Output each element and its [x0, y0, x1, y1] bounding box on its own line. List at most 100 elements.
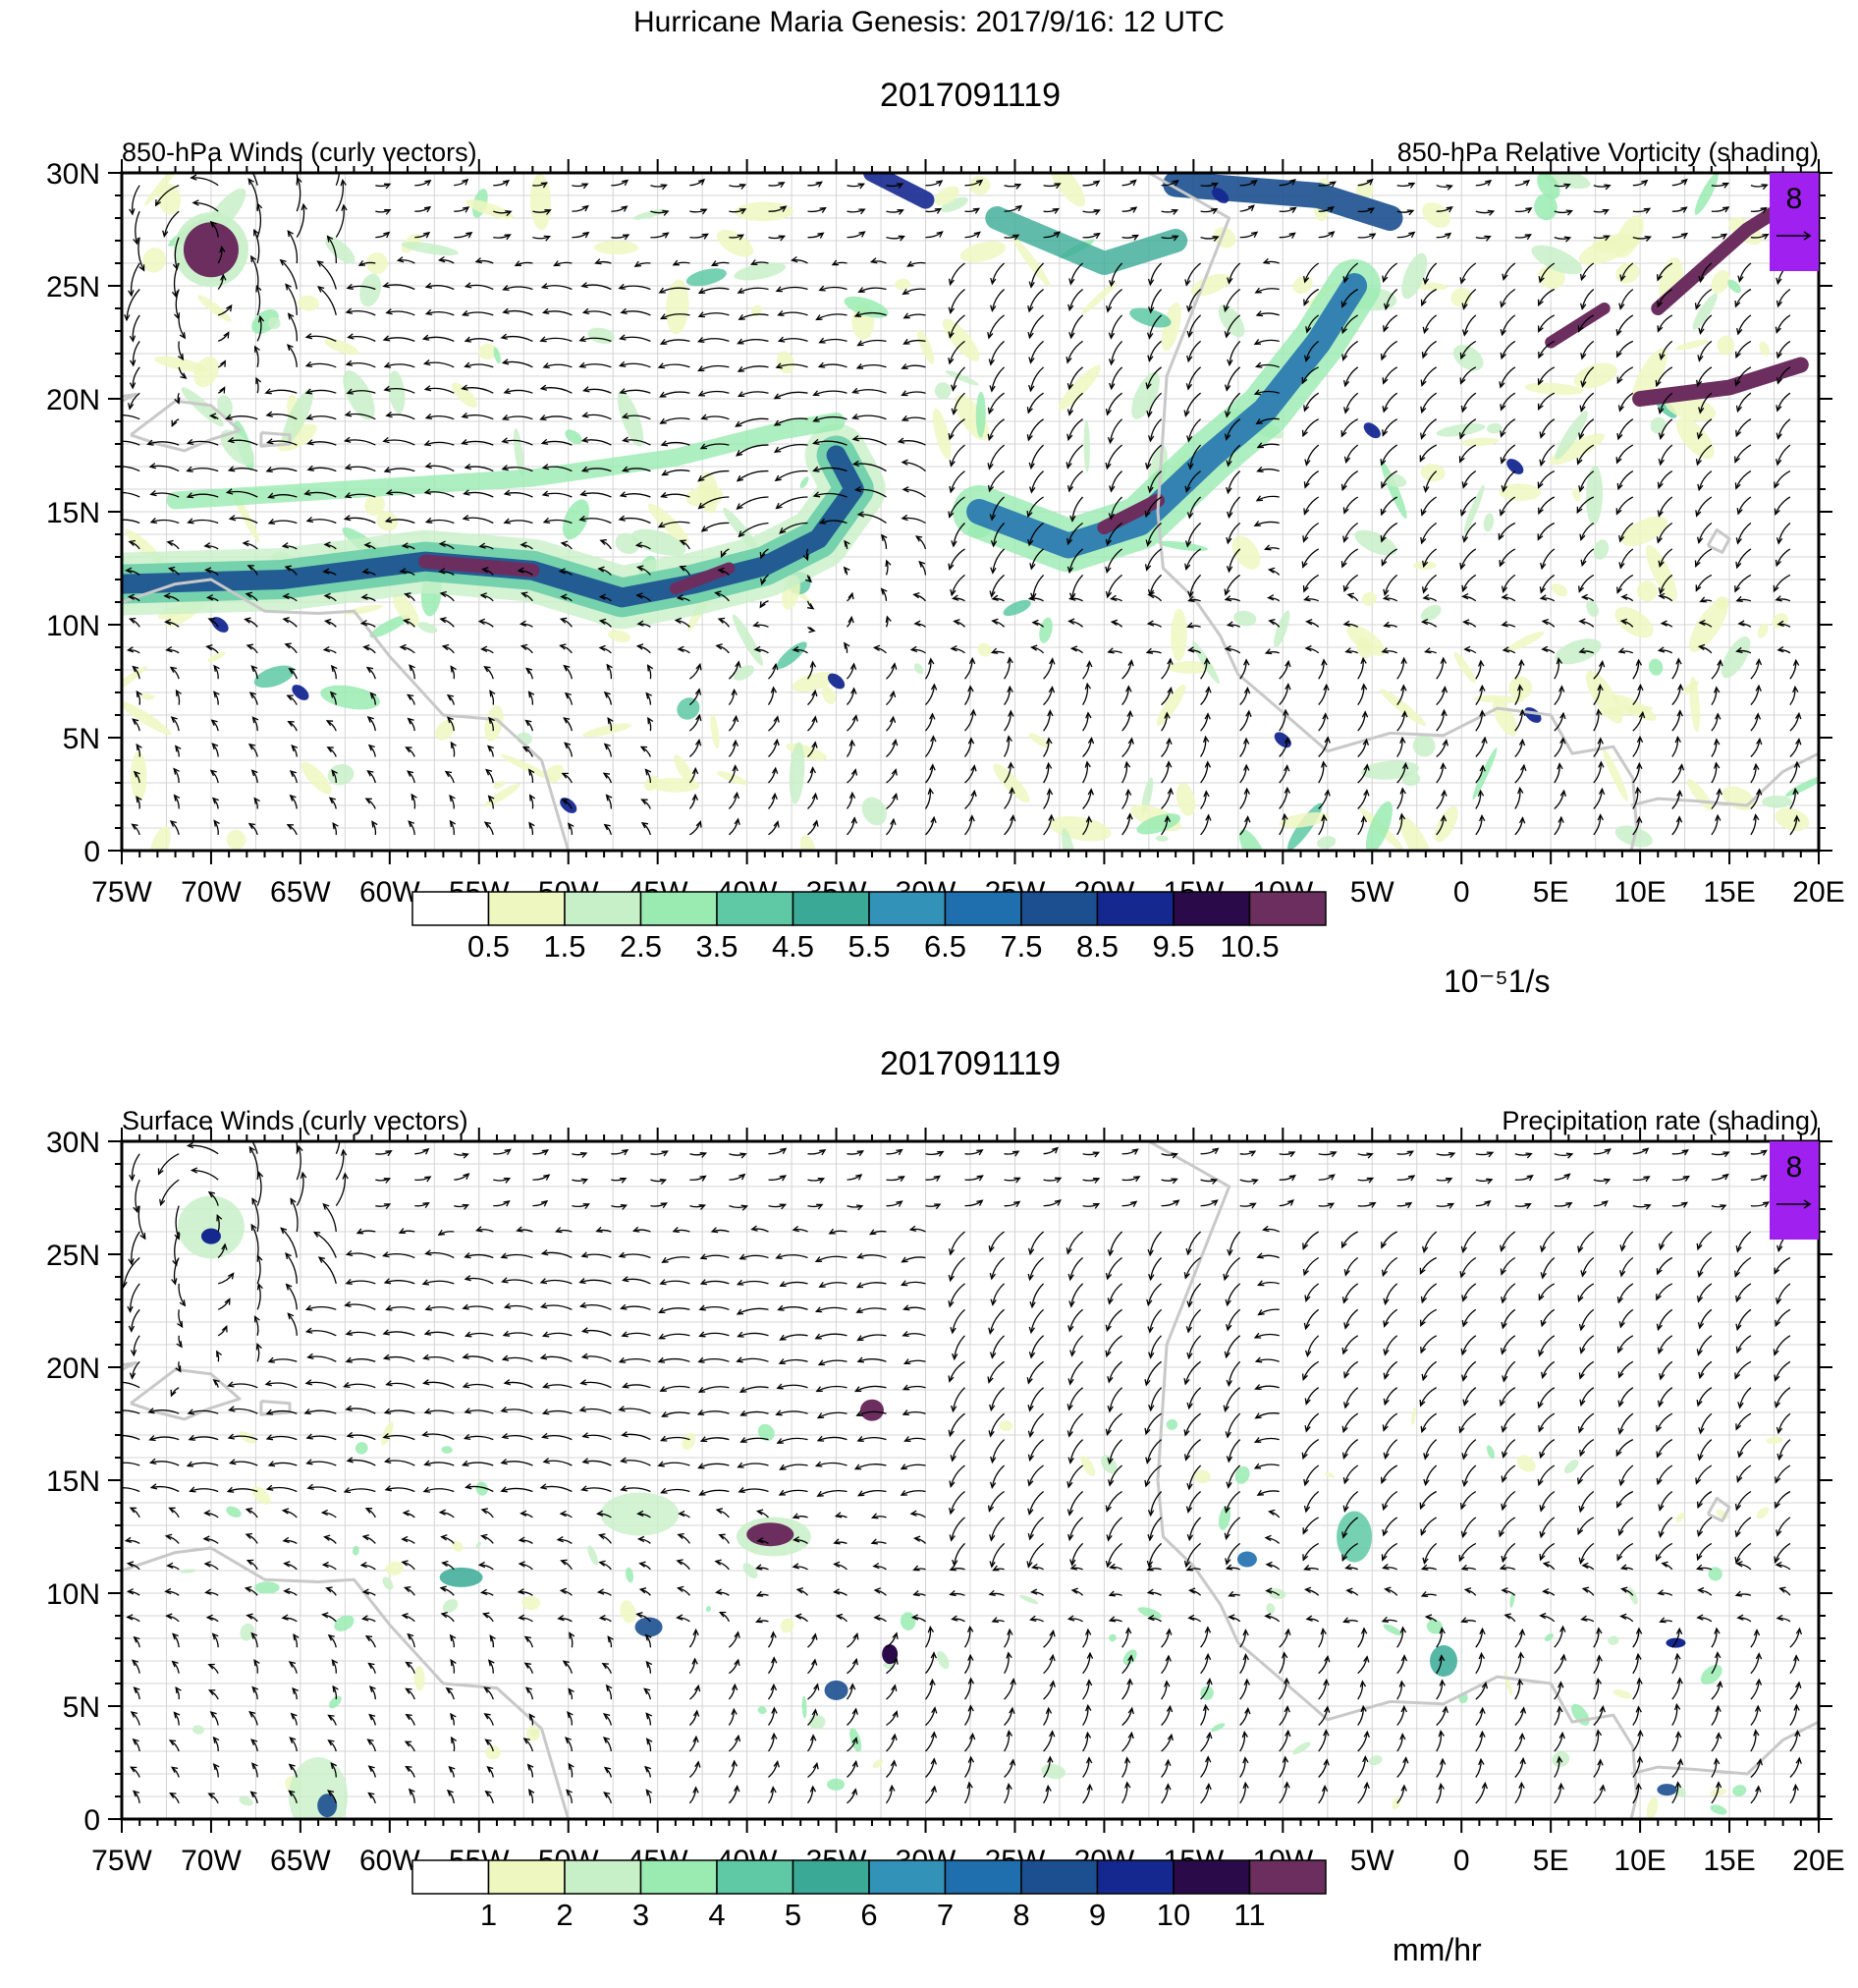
colorbar-swatch [564, 891, 642, 926]
lon-tick-label: 65W [270, 1845, 331, 1877]
colorbar-label: 10 [1157, 1898, 1190, 1932]
lat-tick-label: 30N [46, 1127, 100, 1159]
colorbar-swatch [564, 1859, 642, 1895]
left-label: 850-hPa Winds (curly vectors) [122, 138, 477, 167]
colorbar-swatch [639, 891, 718, 926]
colorbar-swatch [944, 1859, 1022, 1895]
colorbar-label: 3 [632, 1898, 649, 1932]
lon-tick-label: 5W [1350, 1845, 1395, 1877]
colorbar-swatch [944, 891, 1022, 926]
lat-tick-label: 5N [63, 1691, 100, 1724]
colorbar-swatch [792, 1859, 870, 1895]
colorbar-label: 2 [556, 1898, 573, 1932]
lon-tick-label: 15E [1703, 1845, 1755, 1877]
coastline [122, 173, 1819, 851]
colorbar-swatch [1096, 891, 1175, 926]
lon-tick-label: 5E [1533, 876, 1569, 909]
lat-tick-label: 0 [83, 836, 100, 868]
colorbar-swatch [411, 1859, 490, 1895]
colorbar-label: 8 [1012, 1898, 1029, 1932]
lat-tick-label: 20N [46, 384, 100, 416]
colorbar-label: 10.5 [1220, 929, 1279, 964]
main-title: Hurricane Maria Genesis: 2017/9/16: 12 U… [633, 6, 1225, 38]
colorbar-label: 2.5 [620, 929, 662, 964]
colorbar-label: 3.5 [695, 929, 738, 964]
lon-tick-label: 75W [91, 1845, 152, 1877]
lat-tick-label: 10N [46, 1578, 100, 1611]
colorbar-label: 1 [480, 1898, 497, 1932]
colorbar-swatch [1020, 1859, 1099, 1895]
panel-title: 2017091119 [880, 77, 1061, 114]
colorbar-label: 0.5 [467, 929, 510, 964]
reference-vector-box: 8 [1770, 1141, 1819, 1240]
right-label: Precipitation rate (shading) [1502, 1106, 1819, 1135]
colorbar-label: 4 [708, 1898, 725, 1932]
lat-lon-grid [122, 1141, 1819, 1819]
colorbar-swatch [1248, 1859, 1327, 1895]
colorbar-label: 7.5 [1000, 929, 1042, 964]
colorbar-swatch [868, 891, 947, 926]
right-label: 850-hPa Relative Vorticity (shading) [1397, 138, 1819, 167]
lat-tick-label: 25N [46, 1240, 100, 1272]
lat-tick-label: 30N [46, 158, 100, 191]
lon-tick-label: 20E [1792, 876, 1844, 909]
colorbar-label: 7 [937, 1898, 954, 1932]
colorbar-units: mm/hr [1393, 1932, 1482, 1967]
vorticity-panel: 2017091119 850-hPa Winds (curly vectors)… [46, 77, 1845, 999]
lon-tick-label: 5E [1533, 1845, 1569, 1877]
colorbar-units: 10⁻⁵1/s [1444, 964, 1550, 999]
colorbar-swatch [1173, 891, 1251, 926]
colorbar-label: 8.5 [1076, 929, 1119, 964]
reference-vector-label: 8 [1786, 183, 1803, 215]
colorbar-swatch [1173, 1859, 1251, 1895]
lat-tick-label: 25N [46, 271, 100, 304]
lon-tick-label: 65W [270, 876, 331, 909]
lon-tick-label: 60W [359, 1845, 420, 1877]
lon-tick-label: 0 [1453, 1845, 1470, 1877]
precipitation-shading [177, 1195, 1783, 1819]
colorbar-swatch [639, 1859, 718, 1895]
lon-tick-label: 70W [181, 876, 242, 909]
lat-tick-label: 20N [46, 1353, 100, 1385]
lat-tick-label: 5N [63, 723, 100, 755]
colorbar-label: 9.5 [1152, 929, 1194, 964]
lon-tick-label: 20E [1792, 1845, 1844, 1877]
lat-tick-label: 0 [83, 1804, 100, 1837]
lon-tick-label: 10E [1613, 876, 1666, 909]
reference-arrow-icon [1776, 1199, 1812, 1209]
colorbar-label: 6 [860, 1898, 877, 1932]
colorbar-swatch [1020, 891, 1099, 926]
colorbar-label: 5 [785, 1898, 801, 1932]
wind-vectors [122, 173, 1809, 836]
lon-tick-label: 15E [1703, 876, 1755, 909]
colorbar-label: 1.5 [543, 929, 585, 964]
colorbar-swatch [792, 891, 870, 926]
left-label: Surface Winds (curly vectors) [122, 1106, 468, 1135]
colorbar: 1 2 3 4 5 6 7 8 9 10 11 [411, 1859, 1327, 1932]
precipitation-panel: 2017091119 Surface Winds (curly vectors)… [46, 1045, 1845, 1967]
colorbar-label: 6.5 [924, 929, 966, 964]
lat-tick-label: 15N [46, 497, 100, 529]
colorbar-label: 5.5 [847, 929, 890, 964]
vorticity-shading [122, 173, 1819, 851]
lon-tick-label: 10E [1613, 1845, 1666, 1877]
lat-tick-label: 10N [46, 610, 100, 642]
wind-vectors [122, 1141, 1808, 1804]
reference-vector-label: 8 [1786, 1151, 1803, 1184]
colorbar-swatch [716, 1859, 794, 1895]
colorbar: 0.5 1.5 2.5 3.5 4.5 5.5 6.5 7.5 8.5 9.5 10.5 [411, 891, 1327, 964]
reference-vector-box: 8 [1770, 173, 1819, 271]
reference-arrow-icon [1776, 231, 1812, 241]
lon-tick-label: 5W [1350, 876, 1395, 909]
colorbar-label: 4.5 [772, 929, 814, 964]
lon-tick-label: 60W [359, 876, 420, 909]
panel-title: 2017091119 [880, 1045, 1061, 1082]
colorbar-swatch [716, 891, 794, 926]
colorbar-swatch [487, 1859, 566, 1895]
lon-tick-label: 0 [1453, 876, 1470, 909]
lat-tick-label: 15N [46, 1465, 100, 1498]
coastline [122, 1141, 1819, 1819]
lon-tick-label: 75W [91, 876, 152, 909]
colorbar-label: 9 [1089, 1898, 1106, 1932]
